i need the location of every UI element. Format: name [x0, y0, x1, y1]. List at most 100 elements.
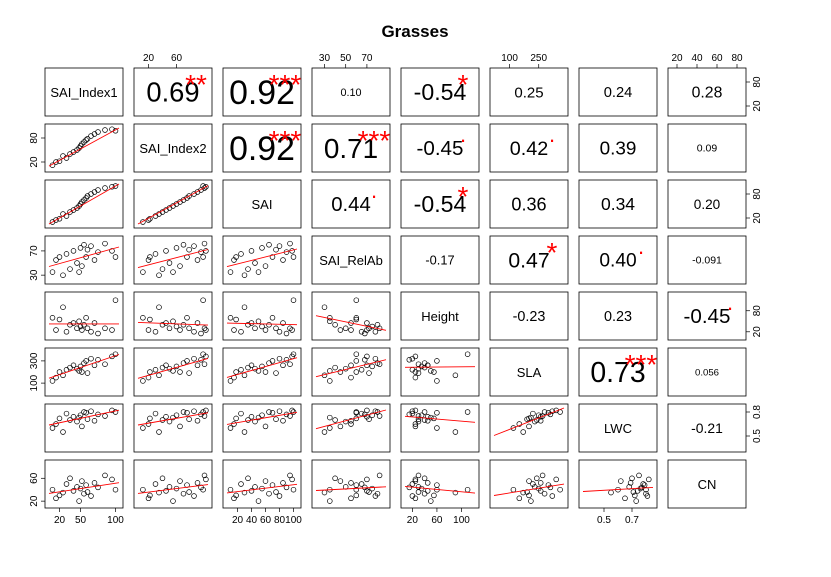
scatter-point	[557, 486, 563, 493]
significance-stars: .	[371, 178, 377, 203]
scatter-point	[358, 329, 365, 335]
scatter-point	[83, 482, 89, 488]
scatter-point	[348, 320, 354, 326]
scatter-point	[358, 481, 365, 487]
panel-7-4	[400, 459, 480, 509]
axis-tick-label: 100	[453, 515, 470, 526]
scatter-point	[353, 369, 360, 375]
scatter-point	[53, 257, 59, 263]
scatter-point	[406, 357, 413, 363]
scatter-point	[109, 327, 115, 333]
scatter-point	[200, 486, 206, 493]
scatter-point	[186, 325, 192, 332]
scatter-point	[241, 489, 248, 496]
panel-4-1	[133, 291, 213, 341]
scatter-point	[238, 410, 244, 417]
correlation-value: 0.69	[146, 77, 199, 108]
scatter-point	[640, 481, 646, 487]
fit-line	[48, 482, 120, 494]
correlation-value: 0.39	[600, 139, 637, 160]
scatter-point	[276, 408, 283, 414]
scatter-point	[280, 257, 286, 263]
panel-5-1	[133, 347, 213, 397]
scatter-point	[200, 409, 206, 415]
panel-6-1	[133, 403, 213, 453]
panel-1-7	[667, 123, 747, 173]
scatter-point	[276, 355, 283, 362]
scatter-point	[464, 409, 471, 415]
scatter-point	[348, 374, 354, 381]
scatter-point	[95, 330, 101, 337]
scatter-point	[60, 372, 66, 379]
panel-3-4	[400, 235, 480, 285]
scatter-point	[56, 415, 63, 422]
scatter-point	[248, 248, 255, 254]
scatter-point	[266, 490, 272, 497]
scatter-point	[248, 414, 255, 420]
scatter-point	[464, 486, 471, 493]
scatter-point	[280, 362, 286, 369]
scatter-point	[83, 315, 89, 321]
scatter-point	[166, 484, 173, 490]
scatter-point	[140, 219, 146, 225]
scatter-point	[428, 498, 434, 504]
panel-3-2	[222, 235, 302, 285]
scatter-point	[83, 137, 89, 143]
scatter-point	[163, 362, 169, 369]
axis-tick-label: 80	[752, 188, 763, 200]
scatter-point	[159, 364, 166, 371]
scatter-point	[369, 485, 375, 492]
scatter-point	[191, 243, 197, 249]
scatter-point	[290, 409, 297, 415]
scatter-point	[434, 358, 440, 364]
scatter-point	[140, 269, 146, 275]
scatter-point	[245, 266, 251, 272]
panel-4-4	[400, 291, 480, 341]
scatter-point	[112, 183, 119, 189]
scatter-point	[353, 315, 360, 321]
axis-tick-label: 30	[29, 269, 40, 281]
variable-label-SLA: SLA	[517, 365, 542, 380]
panel-1-1	[133, 123, 213, 173]
scatter-point	[287, 240, 293, 247]
scatter-point	[327, 425, 333, 431]
panel-0-0	[44, 67, 124, 117]
panel-7-1	[133, 459, 213, 509]
scatter-point	[348, 418, 354, 424]
scatter-point	[337, 478, 344, 484]
panel-3-3	[311, 235, 391, 285]
scatter-point	[53, 495, 59, 502]
panel-4-3	[311, 291, 391, 341]
significance-stars: **	[185, 69, 207, 100]
scatter-point	[452, 429, 459, 435]
significance-stars: .	[549, 122, 555, 147]
panel-6-3	[311, 403, 391, 453]
significance-stars: ***	[625, 349, 658, 380]
scatter-point	[348, 327, 354, 333]
scatter-point	[353, 482, 360, 488]
scatter-point	[191, 408, 197, 414]
scatter-point	[231, 421, 237, 427]
scatter-point	[88, 243, 94, 249]
significance-stars: ***	[269, 69, 302, 100]
axis-tick-label: 50	[340, 53, 352, 64]
scatter-point	[102, 413, 108, 419]
scatter-point	[412, 476, 419, 483]
axis-tick-label: 80	[752, 76, 763, 88]
axis-tick-label: 60	[431, 515, 443, 526]
scatter-point	[421, 490, 428, 497]
correlation-value: -0.17	[425, 252, 454, 267]
scatter-point	[290, 254, 297, 260]
axis-tick-label: 50	[75, 515, 87, 526]
significance-stars: *	[547, 237, 558, 268]
axis-tick-label: 40	[691, 53, 703, 64]
scatter-point	[159, 322, 166, 328]
axis-tick-label: 20	[29, 495, 40, 507]
panel-5-7	[667, 347, 747, 397]
scatter-point	[147, 492, 153, 499]
scatter-point	[186, 416, 192, 422]
scatter-point	[201, 240, 208, 247]
scatter-point	[227, 378, 234, 384]
scatter-point	[152, 410, 159, 417]
